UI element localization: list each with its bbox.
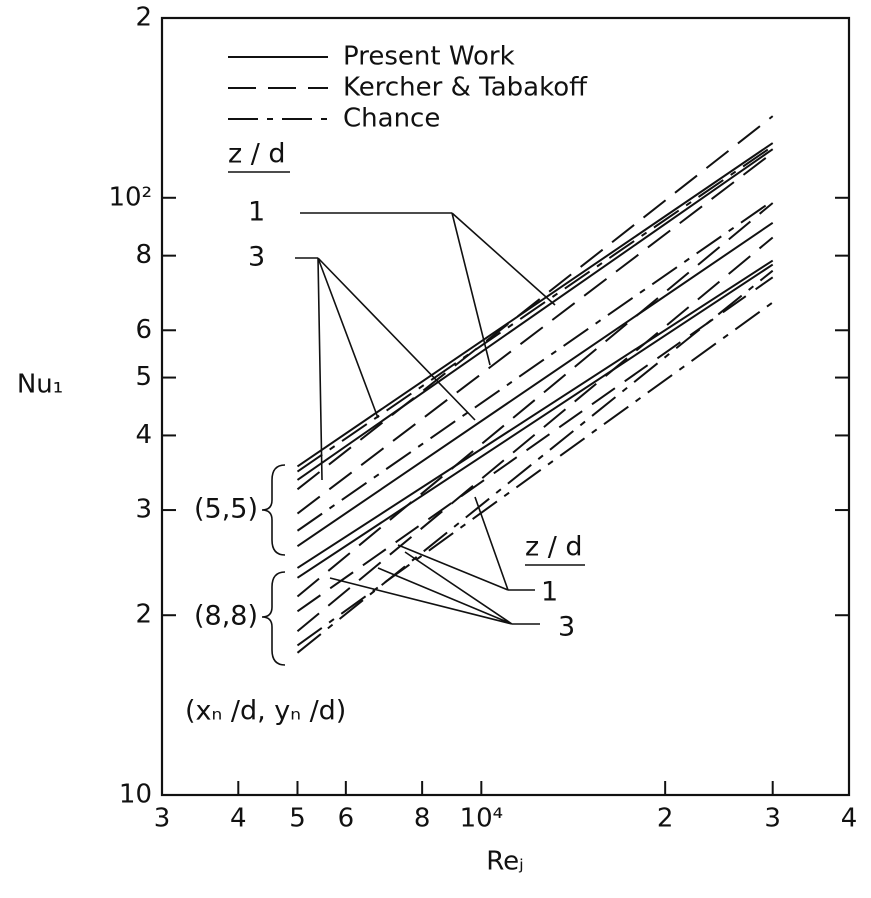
data-line <box>296 236 774 633</box>
y-tick-label: 2 <box>135 3 152 33</box>
legend-label: Chance <box>343 104 440 134</box>
x-tick-label: 4 <box>230 804 247 834</box>
annotation: (5,5) <box>194 494 258 525</box>
y-axis-label: Nu₁ <box>17 370 63 400</box>
annotation: 3 <box>248 242 265 273</box>
data-line <box>296 142 774 468</box>
plot-frame <box>160 16 851 797</box>
y-tick-label: 10 <box>119 780 152 810</box>
data-line <box>296 263 774 579</box>
x-tick-label: 2 <box>657 804 674 834</box>
annotation: (xₙ /d, yₙ /d) <box>185 696 346 727</box>
y-tick-label: 8 <box>135 240 152 270</box>
x-tick-label: 3 <box>154 804 171 834</box>
data-line <box>296 145 774 473</box>
data-line <box>296 115 774 491</box>
y-tick-label: 4 <box>135 420 152 450</box>
annotation: 1 <box>541 577 558 608</box>
brace <box>261 571 286 666</box>
leader-lines <box>228 171 585 666</box>
data-line <box>296 301 774 647</box>
annotation: z / d <box>525 532 583 563</box>
leader <box>300 212 556 366</box>
leader <box>295 257 476 481</box>
y-tick-label: 2 <box>135 600 152 630</box>
data-line <box>296 259 774 569</box>
x-tick-label: 5 <box>289 804 306 834</box>
y-tick-label: 10² <box>108 182 152 212</box>
y-tick-label: 6 <box>135 315 152 345</box>
x-tick-label: 3 <box>764 804 781 834</box>
data-line <box>296 202 774 598</box>
annotation: 1 <box>248 197 265 228</box>
x-tick-label: 10⁴ <box>460 804 504 834</box>
x-tick-label: 6 <box>338 804 355 834</box>
legend-label: Present Work <box>343 42 515 72</box>
data-line <box>296 199 774 532</box>
data-line <box>296 148 774 481</box>
x-axis-label: Reⱼ <box>486 847 523 877</box>
annotation: 3 <box>558 612 575 643</box>
data-line <box>296 276 774 613</box>
data-line <box>296 221 774 548</box>
annotation: (8,8) <box>194 601 258 632</box>
leader <box>397 496 535 591</box>
annotation: z / d <box>228 139 286 170</box>
data-line <box>296 151 774 515</box>
legend-label: Kercher & Tabakoff <box>343 73 588 103</box>
y-tick-label: 3 <box>135 495 152 525</box>
data-line <box>296 269 774 654</box>
x-tick-label: 4 <box>841 804 858 834</box>
leader <box>329 551 540 625</box>
y-tick-label: 5 <box>135 362 152 392</box>
brace <box>261 464 286 556</box>
x-tick-label: 8 <box>414 804 431 834</box>
